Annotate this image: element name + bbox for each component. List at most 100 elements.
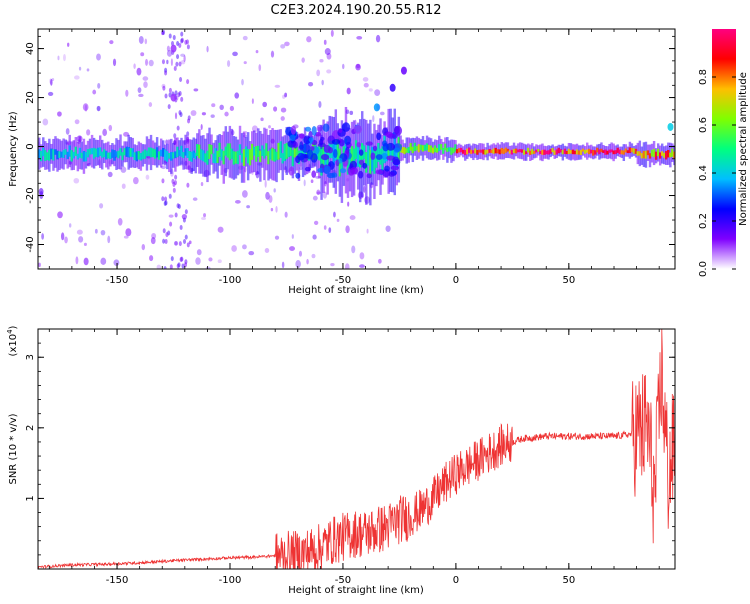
noise-streak-blob — [174, 212, 178, 218]
spectrogram-y-label: Frequency (Hz) — [8, 111, 19, 187]
noise-streak-blob — [187, 118, 191, 124]
spectrogram-y-ticks: -40 -20 0 20 40 — [25, 35, 675, 270]
noise-streak-blob — [168, 193, 172, 199]
noise-streak-blob — [162, 238, 166, 244]
colorbar-tick-label: 0.6 — [698, 117, 709, 133]
noise-streak-blob — [161, 196, 165, 202]
snr-x-ticks: -150 -100 -50 0 50 — [48, 329, 660, 586]
y-tick-label: 1 — [25, 495, 36, 501]
colorbar-ticks: 0.0 0.2 0.4 0.6 0.8 — [698, 69, 736, 277]
noise-streak-blob — [184, 234, 188, 240]
noise-streak-blob — [177, 262, 181, 268]
svg-text:(x104): (x104) — [6, 325, 19, 356]
noise-streak-blob — [172, 35, 176, 41]
signal-band-5 — [636, 140, 675, 168]
noise-streak-blob — [169, 221, 173, 227]
snr-y-ticks: 1 2 3 — [25, 342, 675, 570]
x-tick-label: 50 — [562, 575, 575, 586]
spectrogram-frame — [37, 28, 676, 270]
spectrogram-feature — [400, 66, 407, 75]
x-tick-label: -100 — [219, 275, 242, 286]
snr-series-line — [38, 329, 675, 569]
noise-streak-blob — [168, 87, 172, 93]
snr-frame — [37, 328, 676, 570]
noise-streak-blob — [185, 39, 189, 45]
noise-streak-blob — [181, 263, 185, 269]
snr-x-label: Height of straight line (km) — [288, 585, 424, 596]
noise-streak-blob — [176, 125, 180, 131]
x-tick-label: -150 — [106, 275, 129, 286]
x-tick-label: -150 — [106, 575, 129, 586]
noise-streak-blob — [161, 59, 165, 65]
x-tick-label: 50 — [562, 275, 575, 286]
colorbar-tick-label: 0.2 — [698, 213, 709, 229]
noise-streak-blob — [167, 104, 171, 110]
signal-band-3 — [399, 135, 457, 164]
noise-streak-blob — [168, 33, 172, 39]
noise-streak-blob — [176, 41, 180, 47]
noise-streak-blob — [174, 90, 178, 96]
snr-multiplier-exp: 4 — [6, 329, 14, 334]
y-tick-label: -20 — [25, 187, 36, 203]
noise-streak-blob — [180, 31, 184, 37]
colorbar-gradient — [712, 29, 736, 269]
noise-streak-blob — [164, 70, 168, 76]
y-tick-label: 3 — [25, 354, 36, 360]
x-tick-label: -50 — [335, 275, 351, 286]
noise-streak-blob — [184, 209, 188, 215]
snr-marks — [38, 329, 675, 569]
noise-streak-blob — [164, 238, 168, 244]
noise-streak-blob — [163, 201, 167, 207]
snr-background — [38, 329, 675, 569]
colorbar-tick-label: 0.8 — [698, 69, 709, 85]
noise-streak-blob — [173, 133, 177, 139]
colorbar-tick-label: 0.4 — [698, 165, 709, 181]
noise-streak-blob — [183, 238, 187, 244]
x-tick-label: 0 — [453, 275, 459, 286]
noise-streak-blob — [174, 174, 178, 180]
noise-streak-blob — [180, 256, 184, 262]
snr-y-label: SNR (10 * v/v) — [8, 413, 19, 484]
noise-streak-blob — [184, 262, 188, 268]
noise-streak-blob — [179, 77, 183, 83]
x-tick-label: -50 — [335, 575, 351, 586]
noise-streak-blob — [171, 178, 175, 184]
noise-streak-blob — [175, 61, 179, 67]
colorbar-tick-label: 0.0 — [698, 261, 709, 277]
noise-streak-blob — [172, 187, 176, 193]
spectrogram-x-label: Height of straight line (km) — [288, 285, 424, 296]
figure-title: C2E3.2024.190.20.55.R12 — [270, 3, 441, 18]
spectrogram-feature — [125, 228, 132, 237]
noise-streak-blob — [186, 131, 190, 137]
spectrogram-feature — [373, 103, 380, 112]
snr-panel: -150 -100 -50 0 50 1 2 3 Height of straight li… — [6, 325, 676, 596]
noise-streak-blob — [162, 29, 166, 35]
x-tick-label: 0 — [453, 575, 459, 586]
noise-streak-blob — [180, 37, 184, 43]
x-tick-label: -100 — [219, 575, 242, 586]
y-tick-label: -40 — [25, 236, 36, 252]
spectrogram-panel: -150 -100 -50 0 50 -40 -20 0 20 40 Height of str… — [8, 28, 676, 296]
y-tick-label: 20 — [25, 91, 36, 104]
spectrogram-feature — [389, 83, 396, 92]
noise-streak-blob — [170, 256, 174, 262]
noise-streak-blob — [178, 90, 182, 96]
noise-streak-blob — [186, 44, 190, 50]
snr-multiplier-base: (x10 — [8, 334, 19, 357]
spectrogram-x-ticks: -150 -100 -50 0 50 — [48, 29, 660, 286]
noise-streak-blob — [161, 178, 165, 184]
noise-streak-blob — [186, 182, 190, 188]
noise-streak-blob — [178, 241, 182, 247]
signal-band-0 — [38, 134, 197, 174]
noise-streak-blob — [173, 65, 177, 71]
noise-streak-blob — [165, 139, 169, 145]
noise-streak-blob — [167, 230, 171, 236]
noise-streak-blob — [173, 180, 177, 186]
noise-streak-blob — [177, 204, 181, 210]
noise-streak-blob — [162, 85, 166, 91]
snr-multiplier-close: ) — [8, 325, 19, 329]
noise-streak-blob — [182, 217, 186, 223]
noise-streak-blob — [164, 196, 168, 202]
